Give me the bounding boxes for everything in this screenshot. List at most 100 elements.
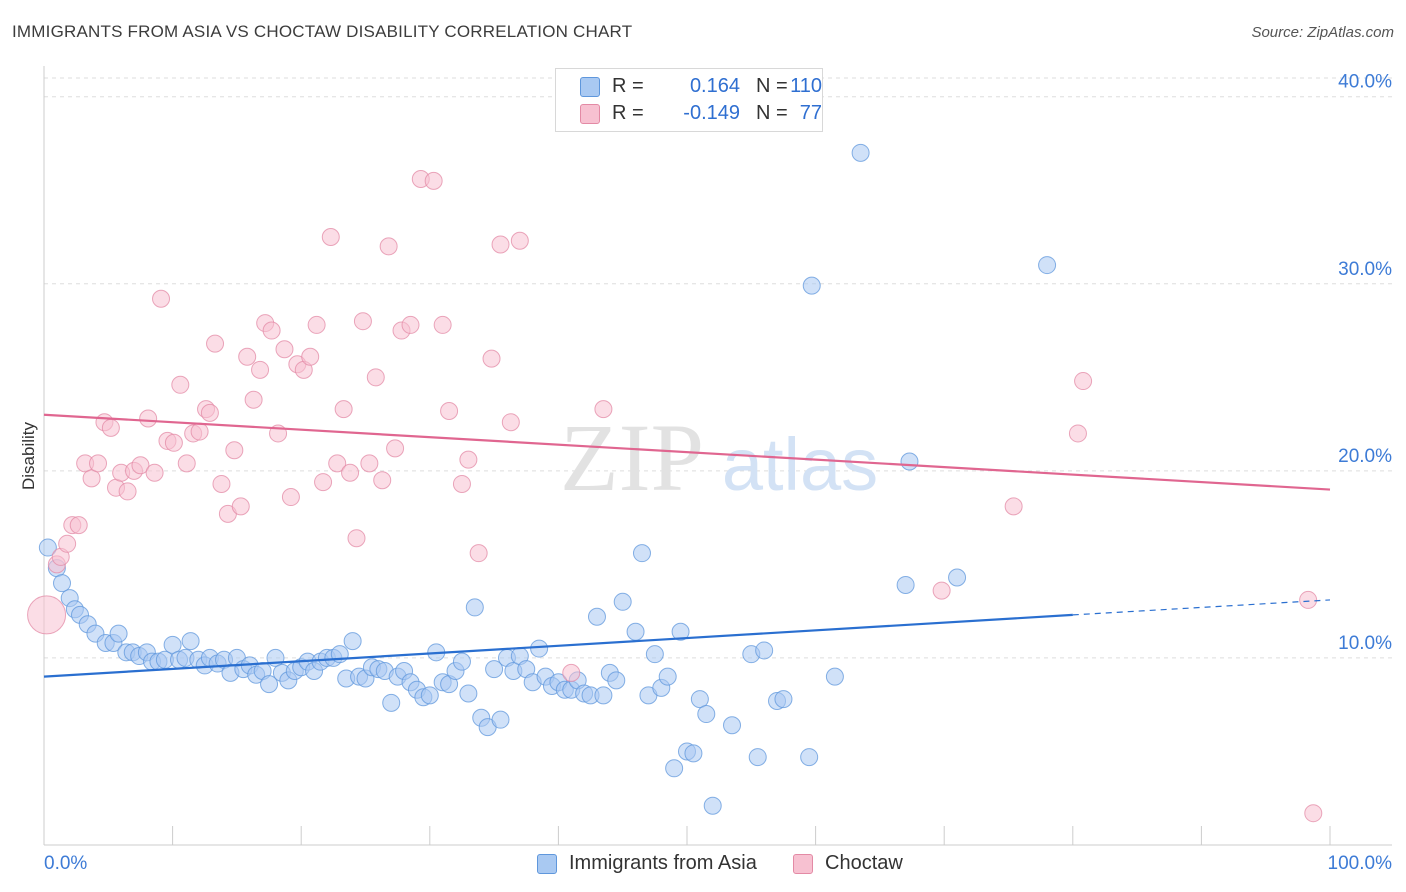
watermark-atlas: atlas	[722, 423, 878, 506]
data-point	[459, 684, 478, 703]
data-point	[212, 474, 231, 493]
data-point	[118, 482, 137, 501]
data-point	[321, 228, 340, 247]
data-point	[900, 452, 919, 471]
data-point	[452, 652, 471, 671]
data-point	[163, 635, 182, 654]
data-point	[665, 759, 684, 778]
y-tick-label: 30.0%	[1338, 259, 1392, 280]
data-point	[491, 710, 510, 729]
data-point	[632, 544, 651, 563]
data-point	[145, 463, 164, 482]
data-point	[690, 690, 709, 709]
watermark-zip: ZIP	[560, 404, 704, 511]
data-point	[703, 796, 722, 815]
axes	[43, 66, 1392, 846]
data-point	[485, 660, 504, 679]
data-point	[53, 574, 72, 593]
data-point	[510, 231, 529, 250]
legend-swatch-asia	[580, 77, 600, 97]
data-point	[755, 641, 774, 660]
data-point	[177, 454, 196, 473]
x-tick-label: 100.0%	[1328, 853, 1393, 874]
data-point	[275, 340, 294, 359]
legend-r-value: -0.149	[683, 102, 740, 124]
data-point	[244, 390, 263, 409]
data-point	[373, 471, 392, 490]
data-point	[307, 315, 326, 334]
trend-layer	[43, 413, 1331, 678]
data-point	[469, 544, 488, 563]
data-point	[424, 171, 443, 190]
data-point	[932, 581, 951, 600]
data-point	[341, 463, 360, 482]
data-point	[171, 375, 190, 394]
series-layer	[27, 143, 1323, 823]
data-point	[587, 607, 606, 626]
correlation-legend: R = 0.164 N = 110 R = -0.149 N = 77	[555, 68, 823, 132]
data-point	[1068, 424, 1087, 443]
data-point	[594, 686, 613, 705]
data-point	[181, 632, 200, 651]
data-point	[347, 529, 366, 548]
y-tick-label: 20.0%	[1338, 446, 1392, 467]
data-point	[896, 575, 915, 594]
data-point	[301, 347, 320, 366]
data-point	[530, 639, 549, 658]
data-point	[802, 276, 821, 295]
data-point	[607, 671, 626, 690]
data-point	[800, 748, 819, 767]
legend-n-value: 77	[799, 102, 822, 124]
data-point	[645, 645, 664, 664]
data-point	[1074, 372, 1093, 391]
data-point	[131, 456, 150, 475]
legend-n-label: N =	[756, 75, 788, 97]
data-point	[251, 360, 270, 379]
trendline-choctaw	[43, 413, 1331, 491]
data-point	[206, 334, 225, 353]
data-point	[101, 418, 120, 437]
data-point	[314, 473, 333, 492]
bottom-legend-label: Choctaw	[825, 852, 903, 874]
legend-n-label: N =	[756, 102, 788, 124]
data-point	[482, 349, 501, 368]
data-point	[825, 667, 844, 686]
data-point	[613, 592, 632, 611]
data-point	[452, 474, 471, 493]
data-point	[343, 632, 362, 651]
data-point	[562, 663, 581, 682]
source-credit: Source: ZipAtlas.com	[1251, 24, 1394, 41]
data-point	[89, 454, 108, 473]
data-point	[1038, 256, 1057, 275]
data-point	[626, 622, 645, 641]
legend-r-label: R =	[612, 102, 644, 124]
data-point	[328, 454, 347, 473]
data-point	[353, 312, 372, 331]
data-point	[334, 400, 353, 419]
data-point	[69, 516, 88, 535]
y-tick-label: 10.0%	[1338, 633, 1392, 654]
bottom-legend-swatch-asia	[537, 854, 557, 874]
data-point	[433, 315, 452, 334]
data-point	[1004, 497, 1023, 516]
data-point	[379, 237, 398, 256]
data-point	[774, 690, 793, 709]
data-point	[109, 624, 128, 643]
bottom-legend-swatch-choctaw	[793, 854, 813, 874]
y-axis-label: Disability	[19, 421, 38, 490]
data-point	[465, 598, 484, 617]
chart-title: IMMIGRANTS FROM ASIA VS CHOCTAW DISABILI…	[12, 22, 633, 41]
bottom-legend-label: Immigrants from Asia	[569, 852, 757, 874]
data-point	[948, 568, 967, 587]
x-tick-label: 0.0%	[44, 853, 87, 874]
data-point	[851, 143, 870, 162]
data-point	[225, 441, 244, 460]
data-point	[748, 748, 767, 767]
legend-r-label: R =	[612, 75, 644, 97]
tick-labels: 10.0% 20.0% 30.0% 40.0% 0.0% 100.0%	[44, 72, 1392, 874]
data-point	[366, 368, 385, 387]
data-point	[360, 454, 379, 473]
data-point	[260, 675, 279, 694]
data-point	[238, 347, 257, 366]
